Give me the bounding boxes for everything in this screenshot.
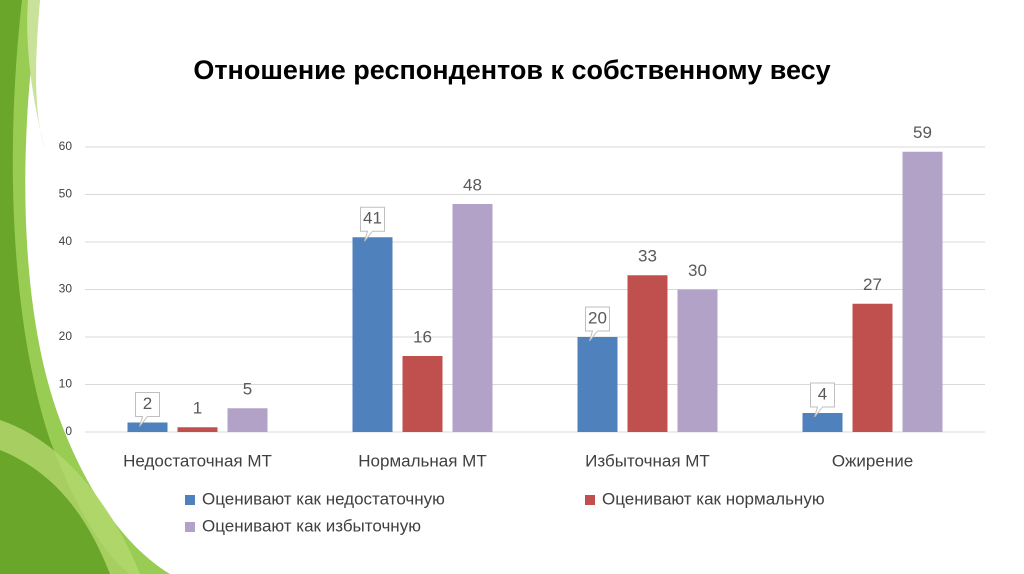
legend-swatch (585, 495, 595, 505)
label-callout (360, 206, 385, 242)
y-tick-label: 40 (59, 234, 73, 248)
bar (577, 337, 618, 432)
y-tick-label: 10 (59, 377, 73, 391)
bar (227, 408, 268, 432)
chart-title: Отношение респондентов к собственному ве… (193, 55, 830, 85)
data-label: 4 (818, 384, 827, 403)
x-tick-label: Избыточная МТ (585, 451, 710, 470)
bar (677, 289, 718, 432)
bar (352, 237, 393, 432)
data-label: 16 (413, 327, 432, 346)
x-tick-label: Ожирение (832, 451, 913, 470)
bar (177, 427, 218, 432)
data-label: 48 (463, 175, 482, 194)
legend-swatch (185, 495, 195, 505)
bar (402, 356, 443, 432)
legend-label: Оценивают как нормальную (602, 489, 825, 508)
label-callout (585, 306, 610, 342)
y-tick-label: 50 (59, 187, 73, 201)
bar (127, 422, 168, 432)
label-callout (810, 382, 835, 418)
data-label: 27 (863, 275, 882, 294)
data-label: 20 (588, 308, 607, 327)
decoration (0, 0, 170, 574)
y-tick-label: 0 (65, 424, 72, 438)
data-label: 59 (913, 123, 932, 142)
data-label: 41 (363, 209, 382, 228)
bar (852, 303, 893, 432)
bar (802, 413, 843, 432)
x-tick-label: Недостаточная МТ (123, 451, 272, 470)
data-label: 33 (638, 247, 657, 266)
y-tick-label: 20 (59, 329, 73, 343)
x-tick-label: Нормальная МТ (358, 451, 486, 470)
bar (627, 275, 668, 432)
y-tick-label: 30 (59, 282, 73, 296)
y-tick-label: 60 (59, 139, 73, 153)
data-label: 1 (193, 399, 202, 418)
label-callout (135, 392, 160, 427)
legend-label: Оценивают как недостаточную (202, 489, 445, 508)
bar (902, 151, 943, 432)
data-label: 2 (143, 394, 152, 413)
legend-swatch (185, 522, 195, 532)
data-label: 5 (243, 380, 252, 399)
data-label: 30 (688, 261, 707, 280)
legend-label: Оценивают как избыточную (202, 516, 421, 535)
bar (452, 204, 493, 432)
